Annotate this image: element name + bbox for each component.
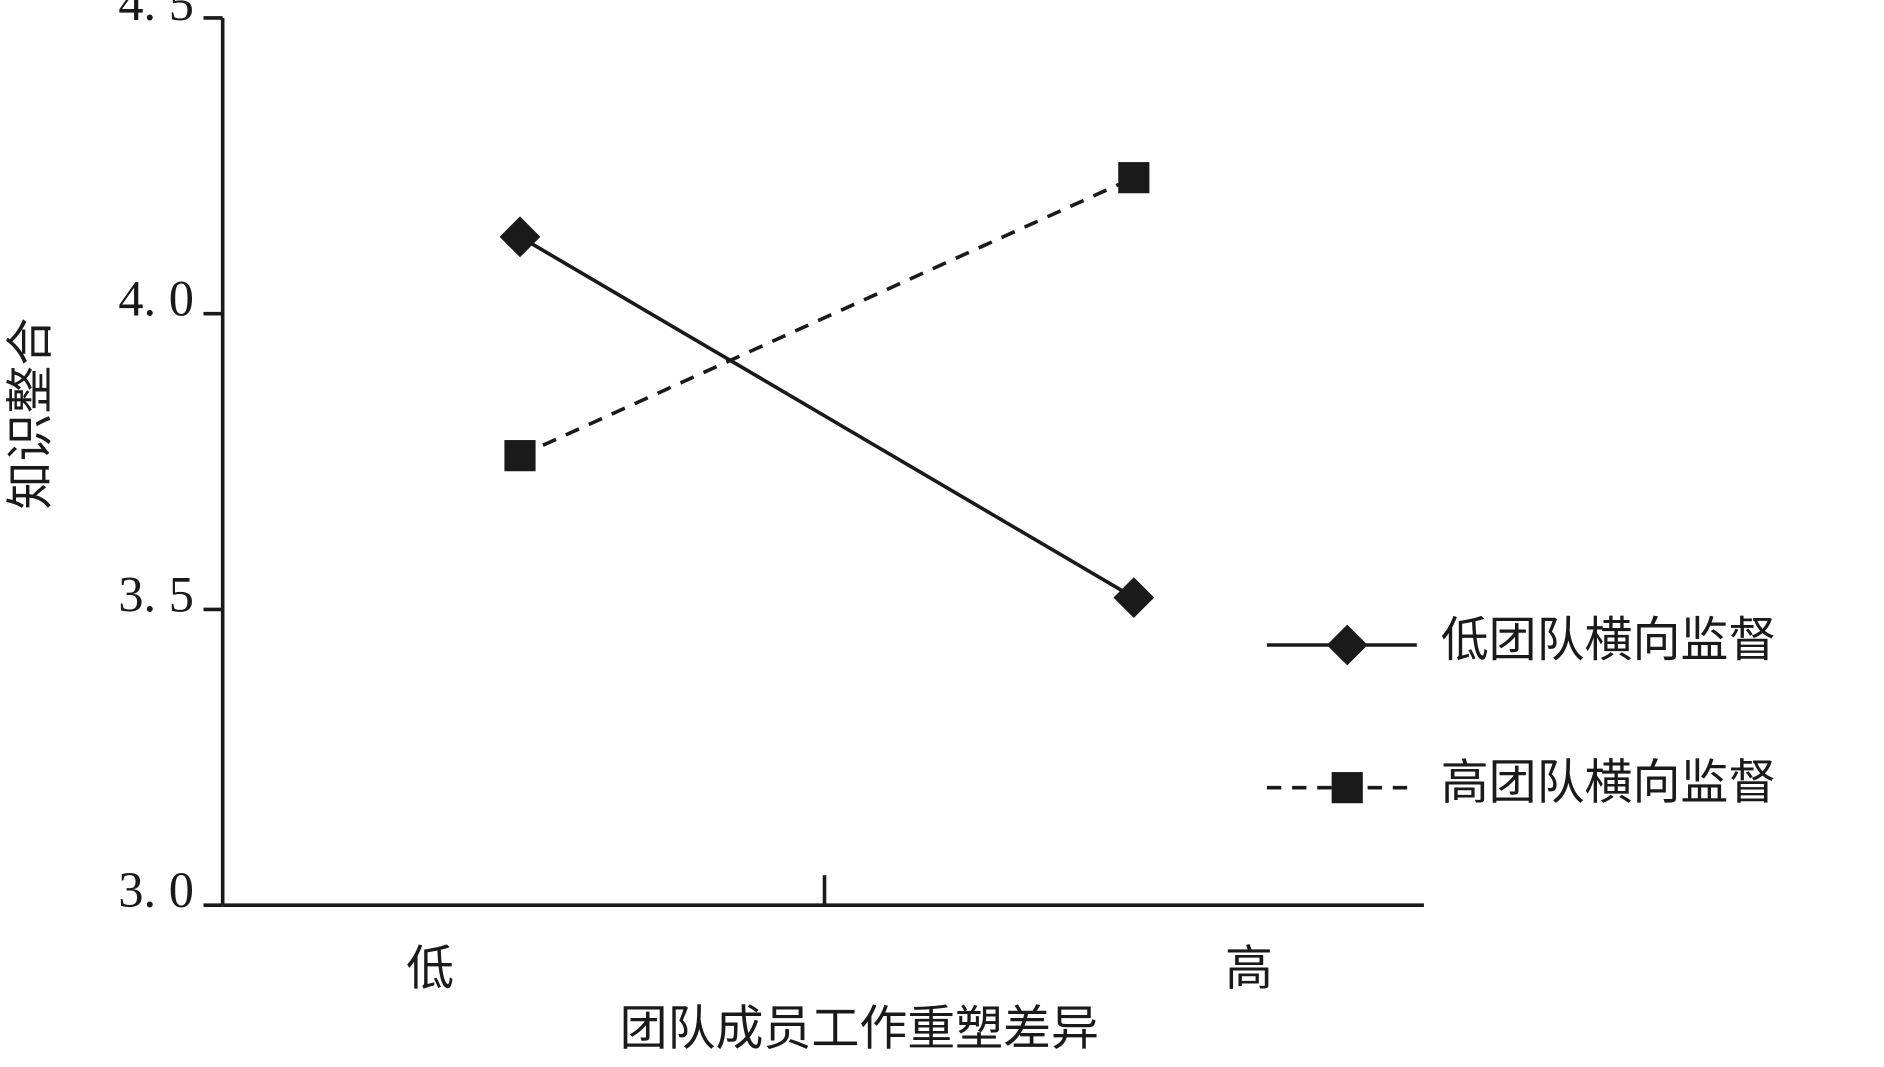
y-tick-label: 4. 5 <box>118 0 194 31</box>
x-axis-label: 团队成员工作重塑差异 <box>620 1002 1099 1055</box>
y-tick-label: 4. 0 <box>118 271 194 327</box>
legend-label: 高团队横向监督 <box>1441 757 1777 810</box>
series-line <box>519 176 1135 458</box>
x-tick-label: 低 <box>406 942 454 995</box>
y-tick-label: 3. 0 <box>118 862 194 918</box>
x-tick-label: 高 <box>1225 942 1273 995</box>
legend-marker <box>1326 624 1368 666</box>
legend-marker <box>1331 772 1363 804</box>
y-tick-label: 3. 5 <box>118 566 194 622</box>
point <box>499 216 541 258</box>
series-line <box>519 235 1135 600</box>
y-axis-label: 知识整合 <box>5 318 58 510</box>
legend-label: 低团队横向监督 <box>1441 614 1777 667</box>
point <box>504 440 536 472</box>
point <box>1113 577 1155 618</box>
point <box>1118 162 1150 194</box>
